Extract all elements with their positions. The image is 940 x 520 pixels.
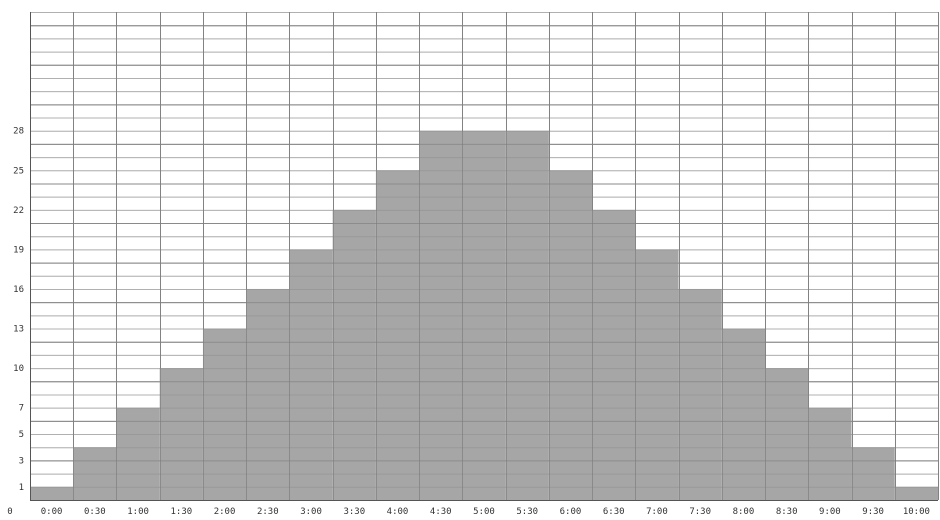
x-tick-label: 0:00: [41, 507, 63, 517]
bar-7-30: [678, 288, 722, 500]
y-tick-label: 16: [13, 285, 24, 295]
x-tick-label: 1:30: [170, 507, 192, 517]
x-tick-label: 1:00: [127, 507, 149, 517]
x-tick-label: 2:00: [214, 507, 236, 517]
bar-2-30: [246, 288, 290, 500]
x-tick-label: 4:00: [387, 507, 409, 517]
x-tick-label: 6:30: [603, 507, 625, 517]
x-tick-label: 10:00: [903, 507, 930, 517]
bar-0-00: [30, 486, 74, 500]
x-tick-label: 5:00: [473, 507, 495, 517]
bar-5-00: [462, 130, 506, 500]
x-tick-label: 7:00: [646, 507, 668, 517]
bar-9-00: [808, 407, 852, 500]
x-tick-label: 9:30: [862, 507, 884, 517]
x-tick-labels: 0 0:00 0:30 1:00 1:30 2:00 2:30 3:00 3:30 4:00 4:3…: [7, 507, 930, 517]
x-tick-label: 4:30: [430, 507, 452, 517]
bars: [30, 130, 938, 501]
y-tick-label: 10: [13, 364, 24, 374]
y-tick-label: 13: [13, 325, 24, 335]
bar-10-00: [894, 486, 938, 500]
y-tick-label: 28: [13, 127, 24, 137]
bar-4-30: [419, 130, 463, 500]
x-tick-label: 8:00: [733, 507, 755, 517]
x-tick-label: 9:00: [819, 507, 841, 517]
grid-overlay: [30, 12, 939, 501]
y-tick-label: 5: [19, 430, 24, 440]
bar-4-00: [375, 170, 420, 500]
axes: [30, 12, 938, 501]
bar-0-30: [73, 447, 117, 500]
bar-3-00: [289, 249, 333, 500]
x-tick-label: 0: [7, 507, 12, 517]
x-tick-label: 0:30: [84, 507, 106, 517]
bar-6-00: [548, 170, 593, 500]
bar-9-30: [851, 447, 895, 500]
y-tick-label: 25: [13, 166, 24, 176]
y-tick-label: 1: [19, 483, 24, 493]
bar-1-30: [159, 368, 203, 500]
y-tick-label: 22: [13, 206, 24, 216]
y-tick-label: 7: [19, 404, 24, 414]
x-tick-label: 7:30: [689, 507, 711, 517]
bar-8-30: [765, 368, 809, 500]
x-tick-label: 6:00: [560, 507, 582, 517]
bar-1-00: [116, 407, 160, 500]
bar-7-00: [635, 249, 679, 500]
bar-8-00: [721, 328, 766, 500]
y-tick-label: 3: [19, 456, 24, 466]
x-tick-label: 3:00: [300, 507, 322, 517]
bar-5-30: [505, 130, 549, 500]
y-tick-label: 19: [13, 245, 24, 255]
bar-3-30: [332, 209, 376, 501]
x-tick-label: 2:30: [257, 507, 279, 517]
bar-2-00: [202, 328, 247, 500]
x-tick-label: 3:30: [343, 507, 365, 517]
x-tick-label: 5:30: [516, 507, 538, 517]
x-tick-label: 8:30: [776, 507, 798, 517]
bar-6-30: [592, 209, 636, 501]
